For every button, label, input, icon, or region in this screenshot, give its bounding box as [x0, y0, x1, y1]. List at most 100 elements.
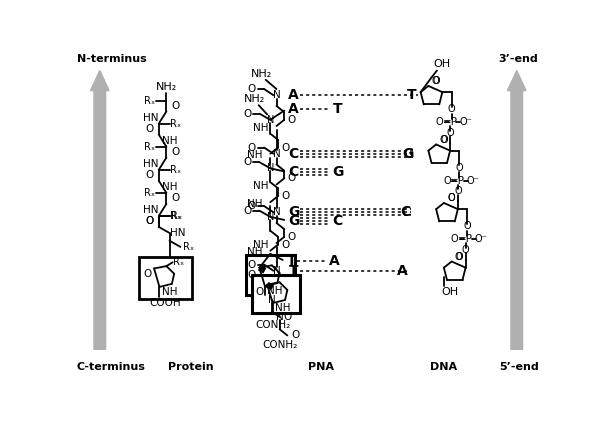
Text: O: O [248, 84, 256, 94]
Text: O⁻: O⁻ [459, 117, 472, 127]
Text: N: N [272, 266, 280, 276]
Text: NH: NH [162, 287, 178, 296]
Text: C: C [289, 165, 299, 179]
Text: N: N [266, 115, 274, 125]
Text: OH: OH [433, 59, 450, 69]
Text: O: O [462, 245, 469, 255]
Text: O: O [439, 135, 447, 145]
Text: NH: NH [247, 247, 263, 257]
Text: A: A [288, 88, 299, 102]
Text: O: O [145, 216, 154, 226]
Text: Rₓ: Rₓ [144, 142, 155, 152]
Text: PNA: PNA [308, 362, 334, 373]
Text: NH: NH [253, 123, 269, 133]
Text: NH: NH [275, 303, 290, 313]
Text: N: N [272, 90, 280, 100]
Text: O: O [281, 240, 290, 250]
Text: T: T [286, 254, 296, 268]
Bar [252, 274, 300, 313]
Text: O: O [243, 206, 251, 216]
Text: O: O [433, 76, 440, 86]
Text: O: O [248, 269, 256, 280]
Text: O: O [143, 269, 151, 279]
Text: O: O [256, 287, 263, 296]
Text: C: C [400, 205, 410, 219]
Text: Rₓ: Rₓ [170, 211, 181, 221]
Text: A: A [329, 254, 340, 268]
Text: Rₓ: Rₓ [144, 96, 155, 106]
Text: HN: HN [143, 159, 158, 169]
Text: OH: OH [442, 287, 458, 297]
Text: O: O [446, 128, 454, 138]
Text: NH: NH [247, 199, 263, 209]
Text: T: T [407, 88, 416, 102]
Text: O: O [291, 330, 299, 341]
Text: Rₓ: Rₓ [170, 119, 181, 129]
Text: NH: NH [162, 182, 178, 192]
Text: O: O [447, 193, 455, 203]
FancyArrow shape [91, 71, 109, 349]
Text: O: O [145, 216, 154, 226]
Text: O: O [454, 187, 461, 197]
Text: N: N [268, 295, 276, 305]
Text: NH₂: NH₂ [156, 82, 177, 92]
Text: HN: HN [143, 205, 158, 215]
Text: NH: NH [162, 136, 178, 146]
Text: O: O [288, 232, 296, 242]
Text: Rₓ: Rₓ [182, 242, 194, 252]
Text: CONH₂: CONH₂ [262, 340, 297, 350]
Text: O: O [281, 143, 290, 152]
Text: O: O [455, 252, 463, 262]
Text: NH: NH [247, 150, 263, 160]
Text: O: O [443, 176, 451, 186]
Text: CONH₂: CONH₂ [256, 320, 291, 330]
Text: O: O [172, 193, 180, 203]
Text: O: O [288, 115, 296, 125]
Text: N: N [266, 163, 274, 173]
Text: O: O [431, 76, 439, 86]
Text: Rₓ: Rₓ [171, 211, 182, 221]
Text: =P: =P [443, 117, 458, 127]
Text: C: C [289, 147, 299, 161]
Text: 3’-end: 3’-end [499, 53, 538, 64]
Text: =P: =P [458, 234, 473, 244]
Bar [139, 257, 192, 299]
Text: NH: NH [253, 181, 269, 191]
Text: G: G [332, 165, 343, 179]
Text: NH: NH [267, 286, 283, 296]
Text: NH: NH [253, 240, 269, 250]
Text: O: O [248, 201, 256, 211]
Text: T: T [289, 264, 298, 278]
FancyArrow shape [508, 71, 526, 349]
Text: O: O [172, 147, 180, 157]
Text: O: O [281, 191, 290, 201]
Text: O⁻: O⁻ [475, 234, 487, 244]
Text: O: O [455, 163, 463, 173]
Text: NH₂: NH₂ [250, 69, 272, 79]
Text: Rₓ: Rₓ [170, 165, 181, 175]
Text: O: O [145, 170, 154, 180]
Text: A: A [397, 264, 407, 278]
Text: 5’-end: 5’-end [499, 362, 538, 373]
Text: O: O [145, 124, 154, 134]
Text: HN: HN [143, 112, 158, 123]
Text: T: T [333, 102, 343, 116]
Text: O: O [243, 157, 251, 167]
Text: O: O [448, 104, 455, 114]
Text: O: O [288, 173, 296, 183]
Text: DNA: DNA [430, 362, 457, 373]
Text: O: O [436, 117, 443, 127]
Text: O: O [248, 143, 256, 152]
Text: O: O [455, 252, 463, 262]
Text: COOH: COOH [150, 298, 181, 308]
Text: O: O [463, 221, 471, 231]
Text: Rₓ: Rₓ [144, 188, 155, 198]
Text: O: O [448, 193, 455, 203]
Text: N: N [276, 312, 283, 322]
Text: N-terminus: N-terminus [77, 53, 146, 64]
Text: O: O [451, 234, 458, 244]
Text: C: C [332, 214, 343, 228]
Text: N: N [272, 207, 280, 217]
Text: Rₓ: Rₓ [173, 257, 184, 267]
Text: HN: HN [170, 228, 185, 238]
